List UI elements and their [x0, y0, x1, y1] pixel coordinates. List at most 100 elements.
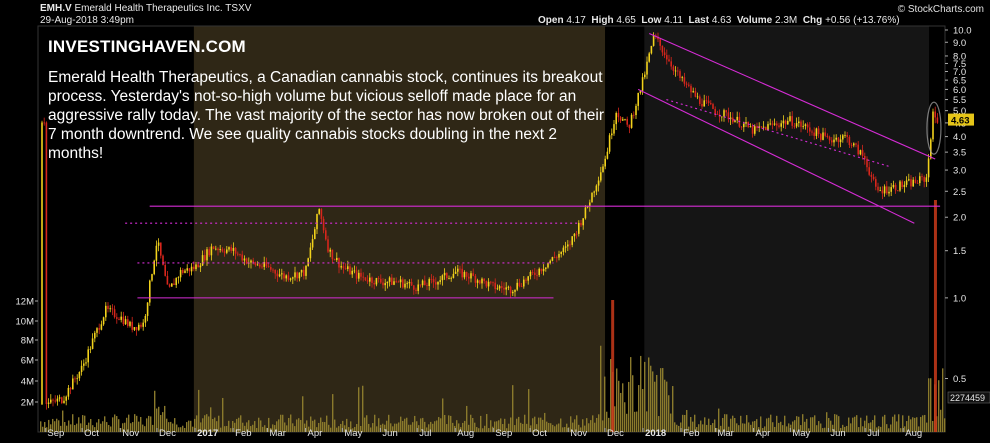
- volume-bar: [546, 421, 548, 432]
- volume-bar: [928, 378, 930, 432]
- volume-bar: [318, 422, 320, 432]
- price-candle: [452, 273, 455, 278]
- volume-bar: [592, 415, 594, 432]
- volume-bar: [574, 419, 576, 432]
- volume-bar: [306, 420, 308, 432]
- volume-bar: [832, 424, 834, 432]
- price-candle: [553, 257, 556, 258]
- price-candle: [826, 135, 829, 137]
- price-candle: [795, 123, 798, 127]
- volume-bar: [634, 411, 636, 432]
- x-tick-label: Mar: [270, 428, 286, 438]
- volume-bar: [364, 417, 366, 432]
- price-candle: [516, 282, 518, 290]
- volume-bar: [190, 420, 192, 432]
- price-candle: [188, 268, 191, 272]
- volume-bar: [66, 425, 68, 432]
- price-candle: [472, 273, 474, 276]
- volume-bar: [358, 387, 360, 432]
- volume-bar: [348, 427, 350, 432]
- volume-bar: [538, 417, 540, 432]
- volume-bar: [414, 415, 416, 432]
- volume-bar: [480, 415, 482, 432]
- price-candle: [118, 318, 120, 320]
- volume-bar: [786, 426, 788, 432]
- price-candle: [930, 139, 932, 159]
- price-candle: [265, 262, 268, 267]
- price-candle: [866, 158, 868, 168]
- price-candle: [727, 112, 730, 120]
- price-candle: [234, 247, 237, 254]
- volume-bar: [336, 427, 338, 432]
- volume-bar: [212, 419, 214, 432]
- volume-bar: [778, 422, 780, 432]
- open-label: Open: [538, 15, 564, 26]
- volume-bar: [582, 419, 584, 432]
- volume-bar: [154, 390, 156, 432]
- volume-bar: [640, 355, 642, 432]
- volume-bar: [776, 415, 778, 432]
- volume-bar: [440, 418, 442, 432]
- price-candle: [538, 268, 540, 276]
- volume-bar: [512, 385, 514, 432]
- price-candle: [450, 277, 452, 279]
- volume-bar: [44, 422, 46, 432]
- volume-bar: [372, 423, 374, 432]
- price-candle: [542, 268, 545, 272]
- price-candle: [487, 281, 490, 287]
- price-candle: [91, 338, 94, 349]
- price-candle: [925, 177, 928, 182]
- volume-bar: [720, 425, 722, 432]
- volume-bar: [662, 368, 664, 432]
- volume-bar: [738, 425, 740, 432]
- price-candle: [206, 249, 208, 261]
- volume-bar: [638, 385, 640, 432]
- price-candle: [828, 136, 831, 141]
- price-candle: [74, 378, 76, 380]
- price-candle: [56, 398, 59, 402]
- volume-bar: [100, 423, 102, 432]
- price-candle: [384, 283, 386, 286]
- price-candle: [241, 254, 243, 261]
- volume-bar: [368, 423, 370, 432]
- volume-bar: [652, 371, 654, 432]
- volume-bar: [796, 416, 798, 432]
- volume-bar: [536, 424, 538, 432]
- price-candle: [155, 245, 158, 261]
- volume-bar: [676, 424, 678, 432]
- volume-bar: [630, 357, 632, 432]
- volume-bar: [868, 423, 870, 432]
- volume-bar: [694, 414, 696, 432]
- volume-bar: [824, 427, 826, 432]
- price-candle: [496, 288, 499, 290]
- volume-bar: [166, 418, 168, 432]
- high-label: High: [591, 15, 614, 26]
- volume-bar: [326, 415, 328, 432]
- volume-bar: [888, 428, 890, 432]
- price-candle: [624, 118, 626, 120]
- volume-bar: [438, 417, 440, 432]
- price-candle: [613, 124, 615, 134]
- volume-bar: [508, 423, 510, 432]
- price-candle: [602, 166, 604, 173]
- price-candle: [875, 179, 877, 187]
- volume-bar: [818, 421, 820, 432]
- price-candle: [179, 269, 182, 278]
- volume-bar: [52, 418, 54, 432]
- price-candle: [606, 151, 609, 159]
- volume-bar: [42, 426, 44, 432]
- price-candle: [743, 123, 745, 128]
- price-candle: [835, 137, 837, 140]
- price-candle: [76, 378, 78, 380]
- volume-bar: [616, 368, 618, 432]
- volume-bar: [366, 415, 368, 432]
- volume-bar: [416, 421, 418, 432]
- volume-bar: [878, 426, 880, 432]
- volume-bar: [362, 385, 364, 432]
- shade-region-2018: [644, 26, 930, 432]
- volume-bar: [650, 365, 652, 432]
- volume-bar: [46, 427, 48, 432]
- price-candle: [617, 113, 620, 118]
- price-candle: [916, 182, 919, 184]
- volume-bar: [884, 414, 886, 432]
